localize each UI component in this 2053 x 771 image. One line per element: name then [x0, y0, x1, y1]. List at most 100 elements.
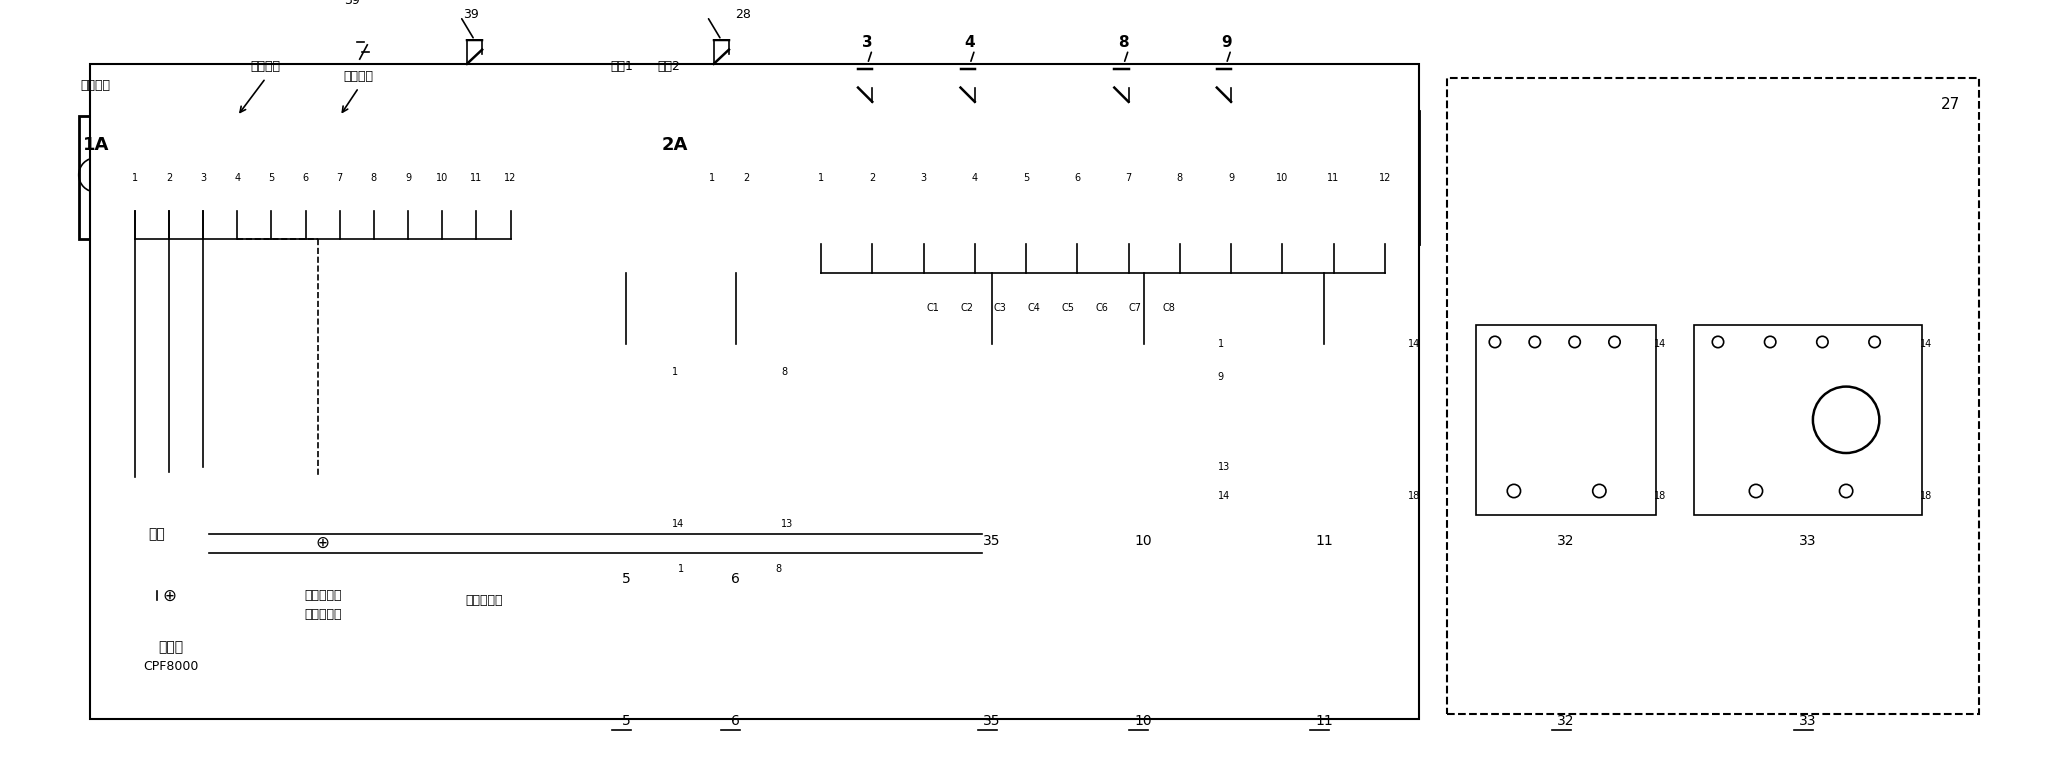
Bar — [292, 144, 320, 211]
Text: 7: 7 — [1125, 173, 1131, 183]
Text: 39: 39 — [464, 8, 478, 21]
Bar — [579, 344, 673, 553]
Bar — [659, 116, 774, 240]
Bar — [916, 325, 1219, 515]
Text: C5: C5 — [1061, 304, 1074, 314]
Bar — [1371, 144, 1398, 211]
Bar — [413, 553, 554, 648]
Text: C6: C6 — [1094, 304, 1109, 314]
Text: C1: C1 — [926, 304, 938, 314]
Text: 3: 3 — [920, 173, 926, 183]
Text: 4: 4 — [965, 35, 975, 49]
Text: 14: 14 — [1408, 339, 1421, 348]
Text: 14: 14 — [1920, 339, 1932, 348]
Text: 8: 8 — [1119, 35, 1129, 49]
Text: 5: 5 — [622, 571, 630, 586]
Bar — [427, 144, 456, 211]
Bar — [1447, 78, 1979, 714]
Text: C7: C7 — [1129, 304, 1141, 314]
Text: 10: 10 — [1135, 714, 1152, 729]
Text: 14: 14 — [1217, 490, 1230, 500]
Text: 2A: 2A — [661, 136, 688, 153]
Bar — [105, 476, 209, 591]
Text: 35: 35 — [983, 534, 1000, 547]
Bar — [698, 144, 727, 211]
Bar — [1694, 325, 1922, 515]
Text: 控制回路主: 控制回路主 — [304, 608, 341, 621]
Bar — [1269, 144, 1297, 211]
Text: 7: 7 — [337, 173, 343, 183]
Text: 电源端入: 电源端入 — [80, 79, 111, 93]
Text: 8: 8 — [372, 173, 378, 183]
Text: 2: 2 — [166, 173, 172, 183]
Text: 3: 3 — [199, 173, 205, 183]
Bar — [224, 144, 250, 211]
Text: 10: 10 — [1277, 173, 1289, 183]
Text: C3: C3 — [994, 304, 1006, 314]
Text: 11: 11 — [1316, 714, 1332, 729]
Bar — [462, 144, 491, 211]
Bar — [858, 144, 887, 211]
Text: 18: 18 — [1408, 490, 1421, 500]
Bar — [105, 600, 238, 714]
Text: 空开: 空开 — [148, 527, 164, 540]
Text: 6: 6 — [731, 714, 739, 729]
Bar — [394, 144, 423, 211]
Text: 5: 5 — [1022, 173, 1029, 183]
Text: 接控制系统: 接控制系统 — [466, 594, 503, 607]
Text: 8: 8 — [1176, 173, 1183, 183]
Text: 32: 32 — [1558, 534, 1575, 547]
Bar — [359, 144, 388, 211]
Text: C4: C4 — [1029, 304, 1041, 314]
Text: 8: 8 — [776, 564, 782, 574]
Text: 35: 35 — [983, 714, 1000, 729]
Text: 8: 8 — [780, 367, 786, 377]
Text: 14: 14 — [1655, 339, 1667, 348]
Text: 18: 18 — [1920, 490, 1932, 500]
Bar — [1012, 144, 1041, 211]
Text: 1: 1 — [708, 173, 714, 183]
Text: 4: 4 — [234, 173, 240, 183]
Text: 驱动电机: 驱动电机 — [343, 70, 374, 82]
Bar — [1238, 325, 1410, 515]
Bar — [1217, 144, 1246, 211]
Text: 32: 32 — [1558, 714, 1575, 729]
Text: 12: 12 — [1380, 173, 1392, 183]
Text: 1: 1 — [671, 367, 677, 377]
Text: 3: 3 — [862, 35, 873, 49]
Text: 2: 2 — [743, 173, 749, 183]
Text: 1: 1 — [817, 173, 823, 183]
Bar — [1115, 144, 1144, 211]
Text: 变频器: 变频器 — [158, 641, 183, 655]
Bar — [326, 144, 353, 211]
Bar — [154, 144, 183, 211]
Bar — [688, 344, 782, 553]
Text: 5: 5 — [622, 714, 630, 729]
Bar — [731, 144, 760, 211]
Text: 13: 13 — [780, 519, 792, 529]
Bar — [1476, 325, 1657, 515]
Bar — [189, 144, 218, 211]
Text: 11: 11 — [470, 173, 482, 183]
Text: 6: 6 — [731, 571, 739, 586]
Text: 6: 6 — [302, 173, 308, 183]
Text: 取电1: 取电1 — [610, 60, 632, 73]
Text: 2: 2 — [868, 173, 875, 183]
Text: 9: 9 — [404, 173, 411, 183]
Text: 5: 5 — [269, 173, 275, 183]
Text: 33: 33 — [1798, 714, 1817, 729]
Bar — [257, 144, 285, 211]
Bar — [1166, 144, 1195, 211]
Bar — [90, 64, 1419, 719]
Bar — [807, 144, 836, 211]
Text: 14: 14 — [671, 519, 684, 529]
Text: ⊕: ⊕ — [162, 587, 177, 604]
Text: 9: 9 — [1228, 173, 1234, 183]
Bar — [1063, 144, 1092, 211]
Text: 共用零线: 共用零线 — [250, 60, 281, 73]
Text: 27: 27 — [1940, 97, 1961, 112]
Text: 10: 10 — [1135, 534, 1152, 547]
Bar — [1320, 144, 1349, 211]
Text: 1: 1 — [677, 564, 684, 574]
Text: 9: 9 — [1217, 372, 1224, 382]
